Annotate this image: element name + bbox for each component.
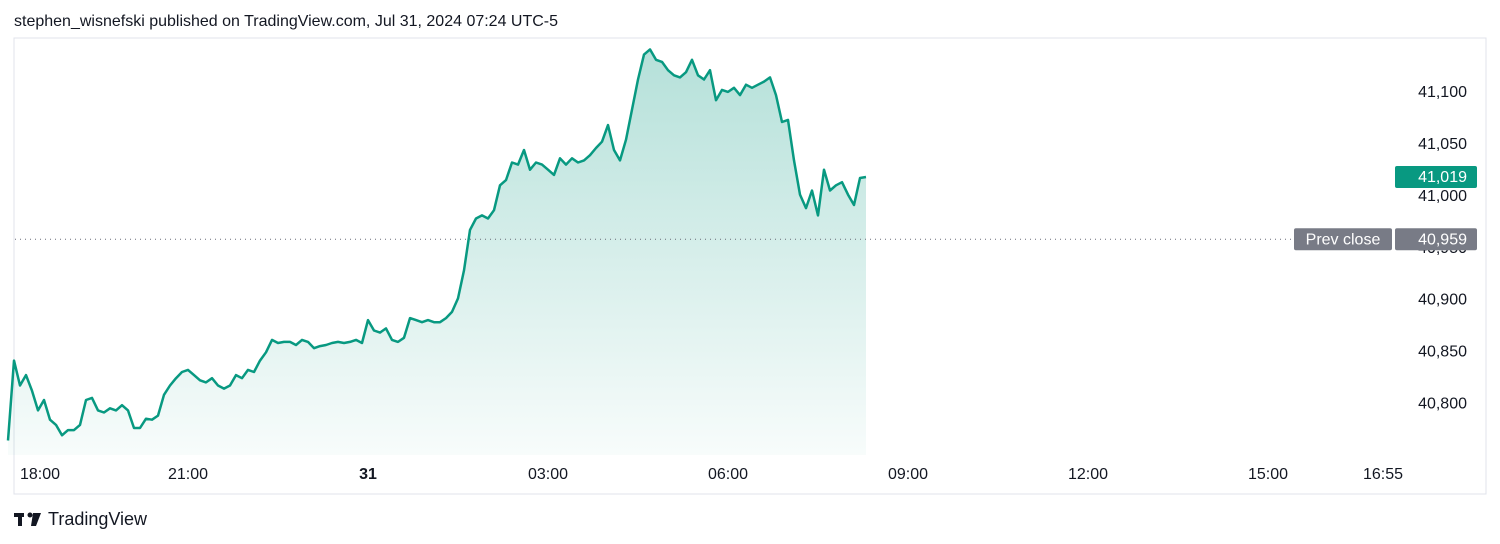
y-tick-label: 40,850: [1418, 344, 1467, 361]
x-tick-label: 09:00: [888, 466, 928, 483]
publisher-header: stephen_wisnefski published on TradingVi…: [14, 13, 558, 30]
x-tick-label: 06:00: [708, 466, 748, 483]
last-price-label: 41,019: [1418, 169, 1467, 186]
x-tick-label: 31: [359, 466, 377, 483]
y-tick-label: 40,900: [1418, 292, 1467, 309]
prev-close-value: 40,959: [1418, 231, 1467, 248]
footer-brand: TradingView: [48, 509, 148, 529]
x-tick-label: 16:55: [1363, 466, 1403, 483]
tradingview-logo: [14, 512, 41, 526]
price-line: [6, 48, 867, 441]
y-tick-label: 41,050: [1418, 136, 1467, 153]
x-tick-label: 21:00: [168, 466, 208, 483]
y-tick-label: 41,100: [1418, 84, 1467, 101]
y-tick-label: 40,800: [1418, 395, 1467, 412]
x-tick-label: 15:00: [1248, 466, 1288, 483]
chart-frame: [13, 37, 1487, 495]
last-price-tag: [1395, 166, 1477, 188]
y-tick-label: 41,000: [1418, 188, 1467, 205]
x-tick-label: 12:00: [1068, 466, 1108, 483]
x-tick-label: 03:00: [528, 466, 568, 483]
x-tick-label: 18:00: [20, 466, 60, 483]
area-fill: [8, 49, 866, 456]
prev-close-value-tag: [1395, 228, 1477, 251]
prev-close-name: Prev close: [1306, 231, 1381, 248]
prev-close-tag: [1294, 228, 1392, 251]
